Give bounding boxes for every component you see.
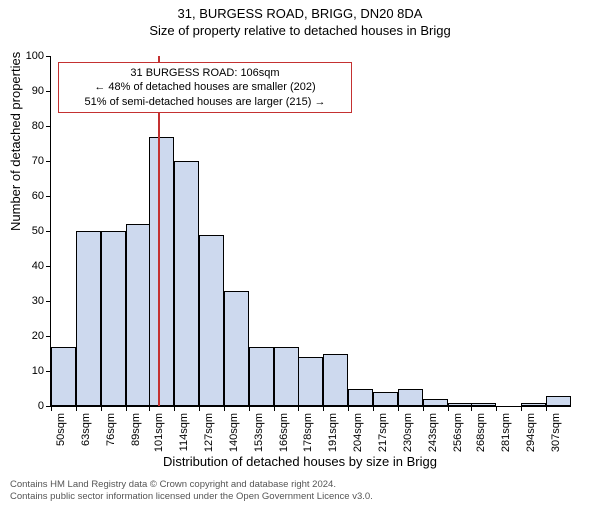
x-tick-mark (51, 406, 52, 411)
x-tick-mark (323, 406, 324, 411)
histogram-bar (373, 392, 398, 406)
histogram-bar (149, 137, 174, 407)
histogram-bar (51, 347, 76, 407)
x-tick-mark (224, 406, 225, 411)
y-tick-label: 100 (14, 50, 44, 62)
x-tick-mark (471, 406, 472, 411)
y-tick-mark (46, 231, 51, 232)
histogram-bar (101, 231, 126, 406)
histogram-bar (76, 231, 101, 406)
y-tick-label: 40 (14, 260, 44, 272)
x-tick-mark (348, 406, 349, 411)
histogram-bar (423, 399, 448, 406)
x-tick-label: 307sqm (550, 413, 562, 452)
y-tick-label: 30 (14, 295, 44, 307)
callout-line2: ← 48% of detached houses are smaller (20… (65, 80, 345, 94)
y-tick-mark (46, 126, 51, 127)
callout-line1: 31 BURGESS ROAD: 106sqm (65, 66, 345, 80)
y-tick-label: 70 (14, 155, 44, 167)
x-tick-mark (373, 406, 374, 411)
y-axis-label: Number of detached properties (8, 52, 23, 231)
x-tick-label: 127sqm (203, 413, 215, 452)
x-tick-label: 140sqm (228, 413, 240, 452)
x-tick-mark (101, 406, 102, 411)
y-tick-mark (46, 161, 51, 162)
histogram-bar (448, 403, 473, 407)
x-tick-mark (546, 406, 547, 411)
x-tick-label: 230sqm (402, 413, 414, 452)
x-tick-mark (298, 406, 299, 411)
x-tick-label: 101sqm (153, 413, 165, 452)
histogram-bar (323, 354, 348, 407)
footer-line2: Contains public sector information licen… (10, 491, 373, 502)
x-tick-label: 153sqm (253, 413, 265, 452)
chart-subtitle: Size of property relative to detached ho… (0, 23, 600, 38)
callout-box: 31 BURGESS ROAD: 106sqm ← 48% of detache… (58, 62, 352, 113)
footer: Contains HM Land Registry data © Crown c… (10, 479, 373, 502)
y-tick-mark (46, 91, 51, 92)
histogram-bar (274, 347, 299, 407)
x-tick-label: 217sqm (377, 413, 389, 452)
x-tick-mark (149, 406, 150, 411)
x-tick-label: 63sqm (80, 413, 92, 446)
x-tick-label: 76sqm (105, 413, 117, 446)
x-tick-mark (398, 406, 399, 411)
x-tick-label: 178sqm (302, 413, 314, 452)
histogram-bar (224, 291, 249, 407)
histogram-bar (249, 347, 274, 407)
chart-container: 31, BURGESS ROAD, BRIGG, DN20 8DA Size o… (0, 6, 600, 506)
histogram-bar (521, 403, 546, 407)
x-tick-label: 114sqm (178, 413, 190, 451)
y-tick-label: 0 (14, 400, 44, 412)
x-tick-label: 191sqm (327, 413, 339, 452)
x-tick-mark (126, 406, 127, 411)
x-tick-mark (249, 406, 250, 411)
y-tick-mark (46, 196, 51, 197)
y-tick-label: 10 (14, 365, 44, 377)
x-tick-mark (199, 406, 200, 411)
histogram-bar (471, 403, 496, 407)
histogram-bar (174, 161, 199, 406)
histogram-bar (126, 224, 151, 406)
x-tick-mark (76, 406, 77, 411)
y-tick-label: 50 (14, 225, 44, 237)
callout-line3: 51% of semi-detached houses are larger (… (65, 95, 345, 109)
x-tick-mark (274, 406, 275, 411)
x-tick-label: 256sqm (452, 413, 464, 452)
y-tick-mark (46, 301, 51, 302)
y-tick-label: 90 (14, 85, 44, 97)
y-tick-mark (46, 336, 51, 337)
y-tick-label: 20 (14, 330, 44, 342)
histogram-bar (348, 389, 373, 407)
x-tick-label: 294sqm (525, 413, 537, 452)
x-axis-label: Distribution of detached houses by size … (0, 454, 600, 469)
x-tick-mark (174, 406, 175, 411)
x-tick-label: 281sqm (500, 413, 512, 452)
histogram-bar (398, 389, 423, 407)
x-tick-mark (521, 406, 522, 411)
x-tick-label: 243sqm (427, 413, 439, 452)
x-tick-label: 268sqm (475, 413, 487, 452)
histogram-bar (199, 235, 224, 407)
y-tick-label: 60 (14, 190, 44, 202)
histogram-bar (298, 357, 323, 406)
chart-title: 31, BURGESS ROAD, BRIGG, DN20 8DA (0, 6, 600, 21)
histogram-bar (546, 396, 571, 407)
x-tick-mark (496, 406, 497, 411)
x-tick-label: 204sqm (352, 413, 364, 452)
y-tick-mark (46, 266, 51, 267)
x-tick-mark (448, 406, 449, 411)
x-tick-mark (423, 406, 424, 411)
y-tick-label: 80 (14, 120, 44, 132)
x-tick-label: 89sqm (130, 413, 142, 446)
x-tick-label: 50sqm (55, 413, 67, 446)
x-tick-label: 166sqm (278, 413, 290, 452)
footer-line1: Contains HM Land Registry data © Crown c… (10, 479, 373, 490)
y-tick-mark (46, 56, 51, 57)
